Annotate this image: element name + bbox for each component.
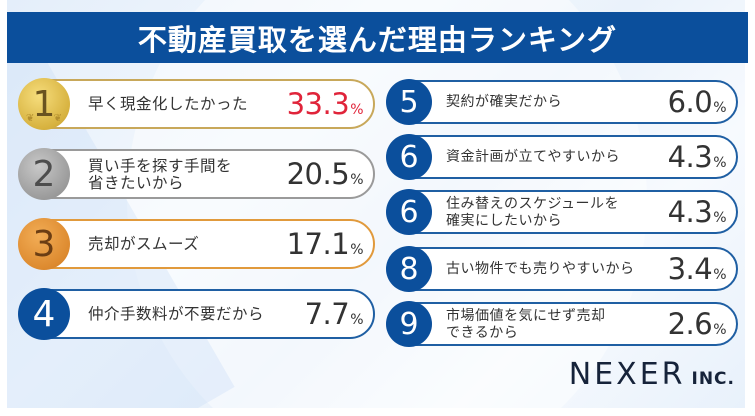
rank-badge-icon: 5 [386, 79, 432, 125]
ranking-label: 買い手を探す手間を 省きたいから [88, 157, 233, 192]
ranking-item-1: 1 ❦ ❦ 早く現金化したかった 33.3% [18, 78, 375, 130]
rank-number: 1 [32, 83, 56, 125]
page-title: 不動産買取を選んだ理由ランキング [7, 12, 748, 63]
rank-number: 8 [399, 251, 419, 287]
rank-number: 6 [399, 139, 419, 175]
laurel-right-icon: ❦ [53, 113, 62, 124]
ranking-item-9: 9 市場価値を気にせず売却 できるから 2.6% [386, 301, 738, 347]
ranking-label: 住み替えのスケジュールを 確実にしたいから [446, 196, 620, 229]
ranking-item-3: 3 売却がスムーズ 17.1% [18, 218, 375, 270]
ranking-item-5: 5 契約が確実だから 6.0% [386, 79, 738, 125]
ranking-value: 4.3% [667, 195, 727, 229]
rank-badge-icon: 4 [18, 288, 70, 340]
gold-medal-icon: 1 ❦ ❦ [18, 78, 70, 130]
rank-number: 3 [32, 223, 56, 265]
ranking-value: 2.6% [667, 307, 727, 341]
ranking-label: 仲介手数料が不要だから [88, 305, 265, 323]
ranking-label: 早く現金化したかった [88, 95, 249, 113]
rank-badge-icon: 8 [386, 246, 432, 292]
ranking-label: 資金計画が立てやすいから [446, 149, 620, 165]
rank-badge-icon: 6 [386, 189, 432, 235]
company-logo: NEXER INC. [568, 357, 735, 392]
rank-number: 2 [32, 153, 56, 195]
ranking-value: 7.7% [304, 297, 364, 331]
ranking-item-4: 4 仲介手数料が不要だから 7.7% [18, 288, 375, 340]
ranking-value: 4.3% [667, 140, 727, 174]
ranking-label: 市場価値を気にせず売却 できるから [446, 308, 606, 341]
ranking-value: 20.5% [286, 157, 364, 191]
silver-medal-icon: 2 [18, 148, 70, 200]
laurel-left-icon: ❦ [26, 113, 35, 124]
ranking-label: 古い物件でも売りやすいから [446, 261, 635, 277]
rank-badge-icon: 9 [386, 301, 432, 347]
rank-number: 5 [399, 84, 419, 120]
rank-number: 4 [32, 293, 56, 335]
ranking-item-2: 2 買い手を探す手間を 省きたいから 20.5% [18, 148, 375, 200]
ranking-item-6b: 6 住み替えのスケジュールを 確実にしたいから 4.3% [386, 189, 738, 235]
ranking-value: 6.0% [667, 85, 727, 119]
bronze-medal-icon: 3 [18, 218, 70, 270]
ranking-label: 契約が確実だから [446, 94, 562, 110]
ranking-item-6a: 6 資金計画が立てやすいから 4.3% [386, 134, 738, 180]
ranking-item-8: 8 古い物件でも売りやすいから 3.4% [386, 246, 738, 292]
ranking-label: 売却がスムーズ [88, 235, 200, 253]
rank-badge-icon: 6 [386, 134, 432, 180]
rank-number: 6 [399, 194, 419, 230]
ranking-value: 33.3% [286, 87, 364, 121]
ranking-value: 3.4% [667, 252, 727, 286]
ranking-value: 17.1% [286, 227, 364, 261]
rank-number: 9 [399, 306, 419, 342]
